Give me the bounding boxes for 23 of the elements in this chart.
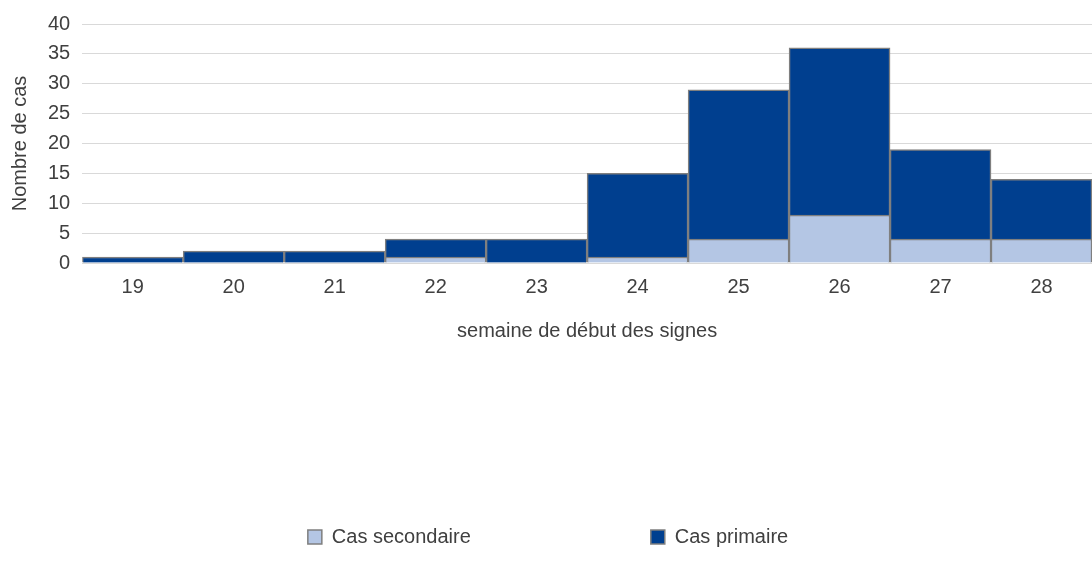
y-tick-label: 20	[48, 131, 71, 154]
x-tick-label: 21	[323, 274, 346, 297]
y-tick-label: 40	[48, 11, 71, 34]
y-tick-label: 30	[48, 71, 71, 94]
x-tick-label: 25	[727, 274, 750, 297]
y-tick-label: 35	[48, 41, 71, 64]
x-axis-title: semaine de début des signes	[457, 318, 718, 341]
y-axis-title: Nombre de cas	[7, 75, 30, 212]
x-tick-label: 20	[222, 274, 245, 297]
y-tick-label: 0	[59, 250, 71, 273]
x-tick-label: 27	[929, 274, 952, 297]
legend-label: Cas secondaire	[331, 524, 471, 547]
y-tick-label: 25	[48, 101, 71, 124]
x-tick-label: 28	[1030, 274, 1053, 297]
x-tick-label: 26	[828, 274, 851, 297]
x-tick-label: 24	[626, 274, 649, 297]
x-tick-label: 23	[525, 274, 548, 297]
legend-label: Cas primaire	[674, 524, 789, 547]
y-tick-label: 5	[59, 220, 71, 243]
x-tick-label: 19	[121, 274, 144, 297]
x-tick-label: 22	[424, 274, 447, 297]
y-tick-label: 15	[48, 160, 71, 183]
y-tick-label: 10	[48, 190, 71, 213]
